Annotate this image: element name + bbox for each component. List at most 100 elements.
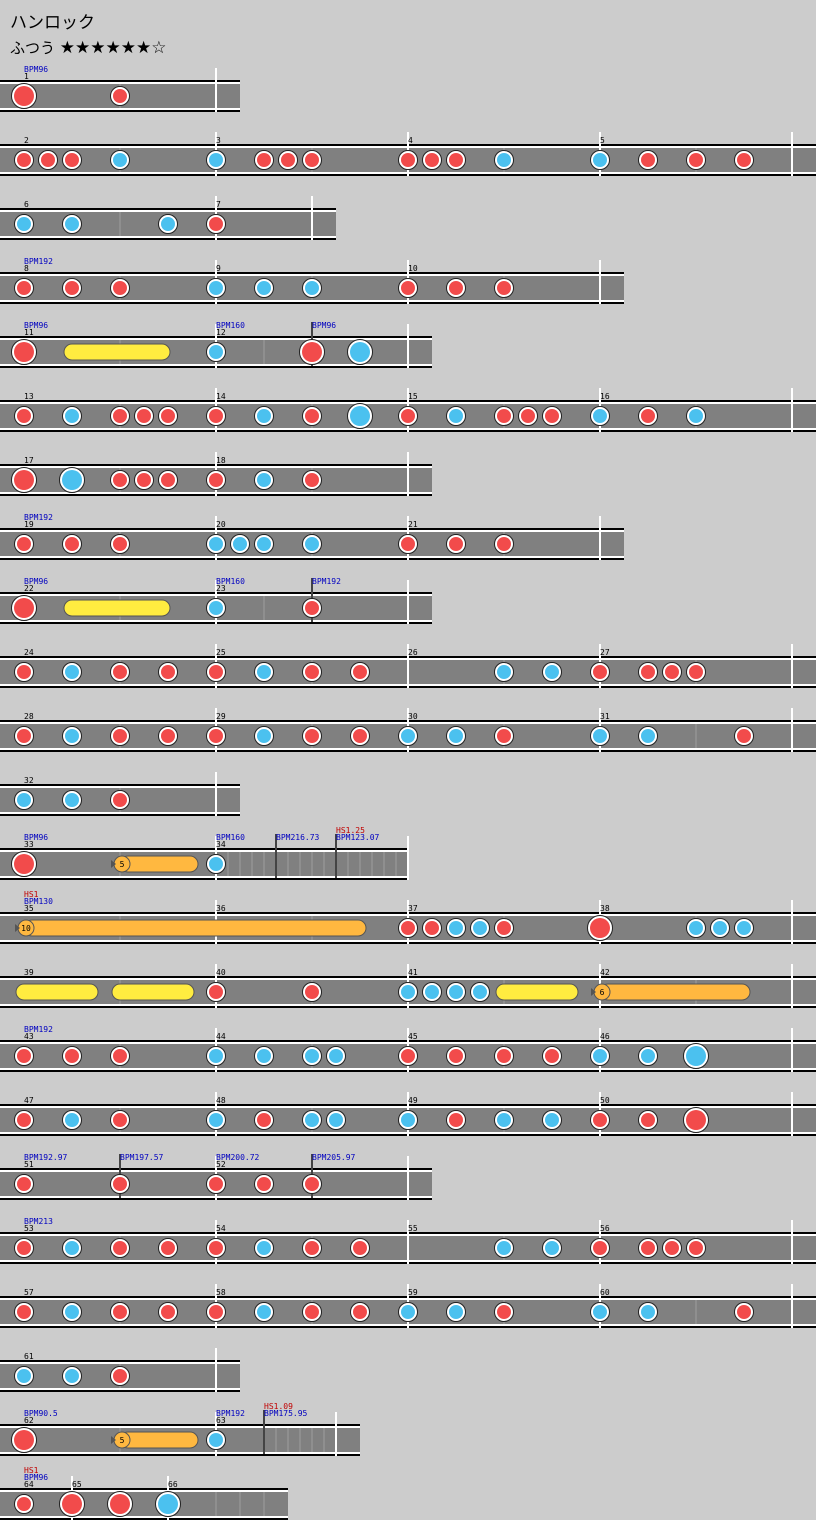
bar-line (791, 964, 793, 1008)
ka-note-fill (65, 1113, 79, 1127)
don-note-big-fill (62, 1494, 82, 1514)
ka-note-fill (209, 857, 223, 871)
lane-bottom-highlight (0, 1516, 288, 1518)
measure-number: 39 (24, 968, 34, 977)
don-note-fill (401, 537, 415, 551)
beat-line (395, 852, 397, 876)
bpm-label: BPM96 (24, 65, 48, 74)
ka-note-fill (593, 1305, 607, 1319)
don-note-fill (113, 537, 127, 551)
don-note-big-fill (590, 918, 610, 938)
don-note-fill (65, 281, 79, 295)
don-note-fill (17, 1497, 31, 1511)
measure-number: 51 (24, 1160, 34, 1169)
ka-note-fill (401, 985, 415, 999)
measure-number: 57 (24, 1288, 34, 1297)
measure-number: 52 (216, 1160, 226, 1169)
ka-note-fill (209, 1433, 223, 1447)
bpm-label: BPM192 (312, 577, 341, 586)
don-note-fill (737, 153, 751, 167)
don-note-fill (641, 665, 655, 679)
don-note-fill (65, 153, 79, 167)
measure-number: 2 (24, 136, 29, 145)
measure-number: 25 (216, 648, 226, 657)
lane (0, 1492, 288, 1516)
balloon-count: 6 (600, 988, 605, 997)
don-note-big-fill (110, 1494, 130, 1514)
bar-line (215, 1348, 217, 1392)
don-note-fill (113, 1049, 127, 1063)
beat-line (311, 1428, 313, 1452)
don-note-fill (209, 1177, 223, 1191)
measure-number: 1 (24, 72, 29, 81)
beat-line (215, 1492, 217, 1516)
ka-note-fill (305, 1049, 319, 1063)
balloon-tail (111, 860, 116, 868)
bar-line (791, 1220, 793, 1264)
lane-top-highlight (0, 274, 624, 276)
bar-line (407, 644, 409, 688)
don-note-fill (65, 537, 79, 551)
measure-number: 13 (24, 392, 34, 401)
measure-number: 18 (216, 456, 226, 465)
ka-note-fill (17, 1369, 31, 1383)
drumroll (63, 343, 171, 361)
lane-bottom-edge (0, 1518, 288, 1520)
bar-line (791, 644, 793, 688)
ka-note-fill (641, 1305, 655, 1319)
measure-number: 28 (24, 712, 34, 721)
lane-bottom-highlight (0, 300, 624, 302)
beat-line (275, 1428, 277, 1452)
measure-number: 62 (24, 1416, 34, 1425)
don-note-fill (353, 665, 367, 679)
don-note-fill (161, 473, 175, 487)
bar-line (599, 516, 601, 560)
beat-line (323, 852, 325, 876)
don-note-fill (113, 1177, 127, 1191)
don-note-fill (641, 409, 655, 423)
beat-line (299, 852, 301, 876)
balloon-roll (119, 855, 199, 873)
tempo-change-line (275, 834, 277, 878)
don-note-fill (17, 281, 31, 295)
song-title: ハンロック (10, 13, 95, 33)
ka-note-fill (65, 665, 79, 679)
don-note-fill (689, 153, 703, 167)
measure-number: 3 (216, 136, 221, 145)
bar-line (407, 1156, 409, 1200)
measure-number: 32 (24, 776, 34, 785)
measure-number: 65 (72, 1480, 82, 1489)
don-note-fill (497, 281, 511, 295)
beat-line (287, 1428, 289, 1452)
don-note-fill (665, 1241, 679, 1255)
measure-number: 24 (24, 648, 34, 657)
ka-note-fill (161, 217, 175, 231)
beat-line (263, 852, 265, 876)
bar-line (407, 580, 409, 624)
don-note-fill (425, 153, 439, 167)
drumroll (63, 599, 171, 617)
beat-line (287, 852, 289, 876)
tempo-change-line (335, 834, 337, 878)
don-note-fill (305, 1177, 319, 1191)
bar-line (791, 708, 793, 752)
lane-top-highlight (0, 210, 336, 212)
don-note-fill (305, 473, 319, 487)
ka-note-fill (545, 665, 559, 679)
measure-number: 6 (24, 200, 29, 209)
hs-label: HS1.09 (264, 1402, 293, 1411)
bar-line (599, 260, 601, 304)
don-note-fill (305, 409, 319, 423)
don-note-fill (113, 793, 127, 807)
ka-note-fill (401, 1113, 415, 1127)
measure-number: 12 (216, 328, 226, 337)
measure-number: 36 (216, 904, 226, 913)
balloon-roll (599, 983, 751, 1001)
measure-number: 8 (24, 264, 29, 273)
ka-note-big-fill (158, 1494, 178, 1514)
don-note-fill (737, 729, 751, 743)
don-note-fill (521, 409, 535, 423)
bpm-label: BPM90.5 (24, 1409, 58, 1418)
